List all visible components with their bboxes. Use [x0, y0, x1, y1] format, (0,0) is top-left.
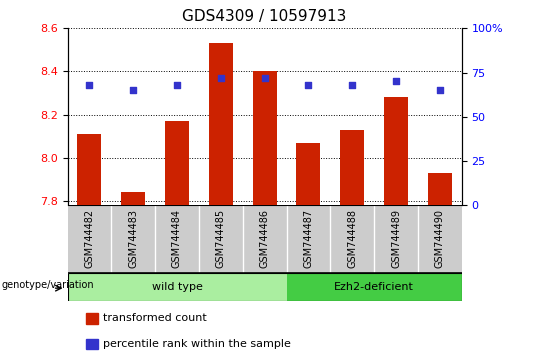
Bar — [418, 205, 462, 273]
Title: GDS4309 / 10597913: GDS4309 / 10597913 — [183, 9, 347, 24]
Bar — [199, 205, 242, 273]
Bar — [111, 205, 155, 273]
Bar — [384, 97, 408, 205]
Text: GSM744485: GSM744485 — [216, 209, 226, 268]
Bar — [86, 339, 98, 349]
Text: GSM744489: GSM744489 — [391, 209, 401, 268]
Bar — [242, 205, 287, 273]
Point — [435, 87, 444, 93]
Text: GSM744486: GSM744486 — [260, 209, 269, 268]
Text: GSM744488: GSM744488 — [347, 209, 357, 268]
Text: GSM744487: GSM744487 — [303, 209, 313, 268]
Bar — [86, 313, 98, 324]
Point — [304, 82, 313, 88]
Text: GSM744483: GSM744483 — [128, 209, 138, 268]
Bar — [155, 205, 199, 273]
Bar — [287, 273, 462, 301]
Bar — [68, 205, 111, 273]
Text: GSM744482: GSM744482 — [84, 209, 94, 268]
Text: Ezh2-deficient: Ezh2-deficient — [334, 282, 414, 292]
Point — [348, 82, 356, 88]
Text: GSM744484: GSM744484 — [172, 209, 182, 268]
Point — [129, 87, 138, 93]
Bar — [330, 205, 374, 273]
Point — [217, 75, 225, 81]
Text: transformed count: transformed count — [103, 313, 207, 324]
Text: genotype/variation: genotype/variation — [1, 280, 94, 290]
Point — [85, 82, 94, 88]
Bar — [77, 134, 102, 205]
Bar — [287, 205, 330, 273]
Point — [260, 75, 269, 81]
Point — [392, 79, 400, 84]
Text: percentile rank within the sample: percentile rank within the sample — [103, 339, 291, 349]
Bar — [68, 273, 287, 301]
Bar — [253, 72, 276, 205]
Point — [173, 82, 181, 88]
Bar — [340, 130, 364, 205]
Bar — [209, 44, 233, 205]
Bar — [121, 192, 145, 205]
Bar — [374, 205, 418, 273]
Bar — [165, 121, 189, 205]
Bar — [296, 143, 320, 205]
Bar — [428, 173, 452, 205]
Text: GSM744490: GSM744490 — [435, 209, 445, 268]
Text: wild type: wild type — [152, 282, 202, 292]
